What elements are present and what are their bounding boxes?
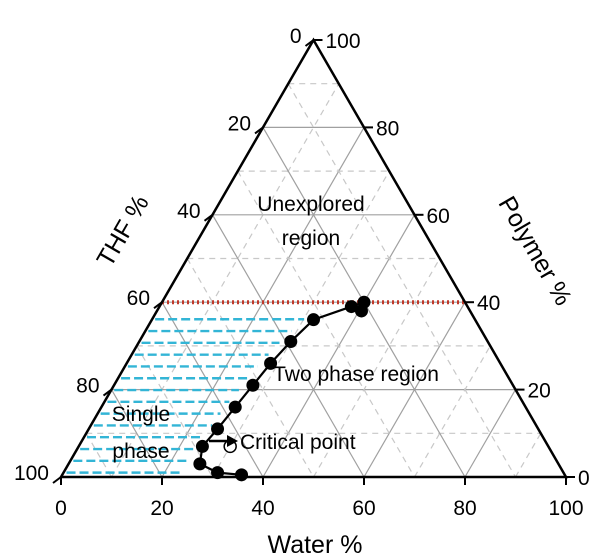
triangle-frame bbox=[52, 37, 575, 485]
left-tick-mark bbox=[203, 214, 214, 222]
grid-line bbox=[85, 432, 113, 478]
single-phase-hatch bbox=[66, 318, 305, 474]
left-tick-label: 0 bbox=[290, 25, 302, 48]
bottom-tick-label: 40 bbox=[251, 497, 274, 520]
grid-line bbox=[413, 345, 491, 478]
binodal-point bbox=[211, 466, 225, 480]
critical-point-arrow bbox=[209, 435, 238, 447]
right-tick-label: 60 bbox=[427, 205, 450, 228]
grid-line bbox=[110, 389, 163, 478]
left-tick-mark bbox=[254, 126, 264, 135]
right-tick-label: 40 bbox=[477, 292, 500, 315]
right-tick-label: 0 bbox=[578, 467, 590, 490]
grid-line bbox=[136, 345, 214, 478]
left-tick-label: 100 bbox=[14, 462, 49, 485]
bottom-tick-label: 60 bbox=[352, 497, 375, 520]
unexplored-region-label-line2: region bbox=[282, 227, 340, 250]
bottom-tick-label: 100 bbox=[548, 497, 583, 520]
bottom-tick-label: 80 bbox=[453, 497, 476, 520]
left-tick-mark bbox=[52, 476, 62, 484]
grid-line bbox=[287, 83, 517, 478]
single-phase-label-line1: Single bbox=[112, 403, 170, 426]
binodal-point bbox=[195, 439, 209, 453]
grid-line bbox=[186, 258, 315, 478]
two-phase-region-label: Two phase region bbox=[273, 363, 439, 386]
left-tick-mark bbox=[304, 39, 315, 47]
binodal-point bbox=[344, 300, 358, 314]
grid-line bbox=[110, 83, 340, 478]
left-tick-mark bbox=[102, 388, 113, 397]
right-tick-label: 80 bbox=[376, 117, 399, 140]
triangle-outline bbox=[58, 37, 569, 479]
binodal-point bbox=[228, 400, 242, 414]
left-tick-label: 60 bbox=[127, 287, 150, 310]
binodal-point bbox=[246, 378, 260, 392]
grid-line bbox=[464, 389, 517, 478]
right-tick-label: 100 bbox=[326, 30, 361, 53]
binodal-point bbox=[235, 468, 249, 482]
left-tick-label: 20 bbox=[228, 112, 251, 135]
left-tick-label: 80 bbox=[76, 375, 99, 398]
critical-point-label: Critical point bbox=[240, 431, 356, 454]
binodal-point bbox=[211, 422, 225, 436]
bottom-tick-label: 20 bbox=[150, 497, 173, 520]
binodal-points bbox=[193, 295, 371, 482]
right-axis-title: Polymer % bbox=[493, 192, 578, 311]
right-tick-label: 20 bbox=[528, 380, 551, 403]
grid-line bbox=[514, 432, 542, 478]
grid-line bbox=[312, 258, 441, 478]
binodal-point bbox=[264, 356, 278, 370]
binodal-point bbox=[193, 457, 207, 471]
grid-line bbox=[237, 170, 416, 478]
binodal-point bbox=[354, 304, 368, 318]
tick-labels: 0 20 40 60 80 100 0 20 40 60 80 100 100 80 60 40 20 0 bbox=[14, 25, 590, 520]
binodal-point bbox=[284, 335, 298, 349]
unexplored-region-label-line1: Unexplored bbox=[257, 193, 364, 216]
grid-line bbox=[211, 170, 390, 478]
left-tick-mark bbox=[153, 301, 163, 310]
left-tick-label: 40 bbox=[177, 200, 200, 223]
left-axis-title: THF % bbox=[92, 190, 155, 271]
single-phase-label-line2: phase bbox=[112, 440, 169, 463]
x-axis-title: Water % bbox=[268, 531, 363, 558]
bottom-tick-label: 0 bbox=[55, 497, 67, 520]
binodal-point bbox=[307, 313, 320, 327]
